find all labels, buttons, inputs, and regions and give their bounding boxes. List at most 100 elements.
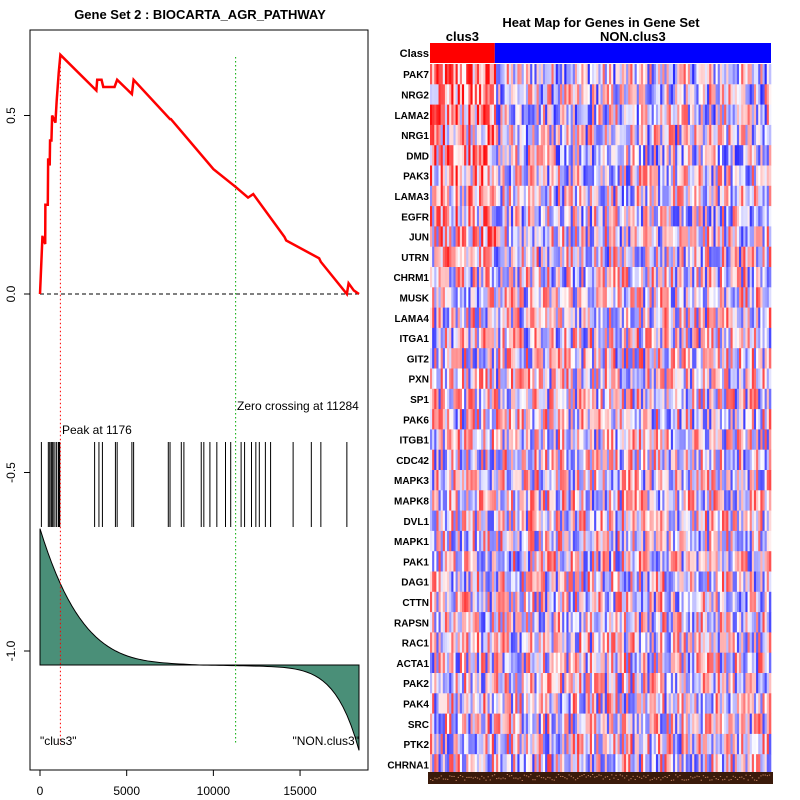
heat-cell <box>734 612 738 633</box>
heat-cell <box>666 490 669 511</box>
heat-cell <box>768 652 772 674</box>
heat-cell <box>513 632 516 653</box>
heat-cell <box>690 470 693 491</box>
heat-cell <box>594 348 597 369</box>
heat-cell <box>545 530 548 552</box>
heat-cell <box>434 612 437 633</box>
heat-cell <box>700 490 704 511</box>
heat-cell <box>476 551 480 572</box>
heat-cell <box>719 246 723 268</box>
heat-cell <box>743 287 746 308</box>
heat-cell <box>596 104 599 126</box>
heat-cell <box>707 530 710 552</box>
heat-cell <box>430 470 433 491</box>
heat-cell <box>604 267 608 288</box>
heat-cell <box>542 307 546 329</box>
heat-cell <box>513 206 516 227</box>
heat-cell <box>711 84 714 105</box>
heat-cell <box>444 591 448 613</box>
heat-cell <box>500 307 503 329</box>
heat-cell <box>606 429 610 450</box>
heat-cell <box>694 449 697 471</box>
heat-cell <box>596 348 599 369</box>
heat-cell <box>438 64 441 85</box>
heat-cell <box>630 246 633 268</box>
heat-cell <box>609 226 612 247</box>
heat-cell <box>587 449 591 471</box>
heat-cell <box>685 104 689 126</box>
heat-cell <box>530 145 533 166</box>
heat-cell <box>528 267 531 288</box>
heat-cell <box>574 388 578 410</box>
heat-cell <box>662 348 665 369</box>
heat-cell <box>606 267 610 288</box>
heat-cell <box>521 368 525 390</box>
heat-cell <box>464 348 467 369</box>
heat-cell <box>485 612 488 633</box>
heat-cell <box>523 510 527 532</box>
heat-cell <box>519 206 522 227</box>
heat-cell <box>523 409 527 430</box>
heat-cell <box>704 490 708 511</box>
heat-cell <box>692 652 695 674</box>
heat-cell <box>640 368 644 390</box>
heat-cell <box>655 551 659 572</box>
heat-cell <box>570 145 574 166</box>
heat-cell <box>739 64 742 85</box>
heat-cell <box>760 64 763 85</box>
heat-cell <box>626 388 629 410</box>
heat-cell <box>756 612 759 633</box>
heat-cell <box>598 185 601 207</box>
heat-cell <box>604 429 608 450</box>
heat-cell <box>459 246 463 268</box>
heat-cell <box>619 104 623 126</box>
heat-cell <box>707 652 710 674</box>
heat-cell <box>538 145 542 166</box>
heat-cell <box>506 267 510 288</box>
heat-cell <box>653 571 657 593</box>
heat-cell <box>609 145 612 166</box>
heat-cell <box>525 652 529 674</box>
heat-cell <box>626 185 629 207</box>
heat-cell <box>442 652 446 674</box>
heat-cell <box>617 510 620 532</box>
heat-cell <box>662 124 665 146</box>
heat-cell <box>506 287 510 308</box>
heat-cell <box>545 145 548 166</box>
heat-cell <box>542 409 546 430</box>
heat-cell <box>679 612 682 633</box>
heat-cell <box>430 307 433 329</box>
heat-cell <box>506 124 510 146</box>
heat-cell <box>636 510 640 532</box>
heat-cell <box>551 368 554 390</box>
heat-cell <box>758 165 761 187</box>
heat-cell <box>557 165 561 187</box>
heat-cell <box>500 591 503 613</box>
heat-cell <box>574 510 578 532</box>
heat-cell <box>470 551 473 572</box>
heat-cell <box>440 307 444 329</box>
heat-cell <box>447 673 450 694</box>
heat-cell <box>640 551 644 572</box>
heat-cell <box>442 327 446 349</box>
heat-cell <box>636 571 640 593</box>
heat-cell <box>675 652 678 674</box>
enrichment-plot-title: Gene Set 2 : BIOCARTA_AGR_PATHWAY <box>74 7 326 22</box>
heat-cell <box>679 470 682 491</box>
heat-cell <box>498 327 501 349</box>
heat-cell <box>444 145 448 166</box>
heat-cell <box>513 551 516 572</box>
heat-cell <box>577 571 580 593</box>
heat-cell <box>681 510 684 532</box>
heat-cell <box>568 145 571 166</box>
heat-cell <box>455 185 458 207</box>
heat-cell <box>672 348 676 369</box>
heat-cell <box>606 185 610 207</box>
heat-cell <box>545 124 548 146</box>
heat-cell <box>760 632 763 653</box>
heat-cell <box>455 327 458 349</box>
heat-cell <box>707 327 710 349</box>
heat-cell <box>768 267 772 288</box>
heat-cell <box>626 510 629 532</box>
heat-cell <box>581 510 584 532</box>
